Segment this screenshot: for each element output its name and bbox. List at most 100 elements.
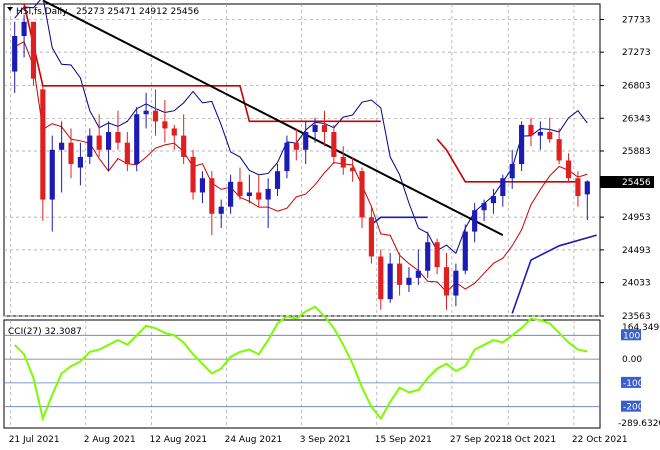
candle: [565, 153, 572, 182]
cci-series-line: [13, 305, 588, 422]
candle: [425, 231, 431, 278]
cci-level-lines: [4, 334, 600, 408]
resistance-step-line: [23, 3, 381, 123]
cci-level-tag: [621, 376, 641, 388]
price-tick-label: 24033: [622, 279, 651, 289]
price-tick-label: 25883: [622, 147, 651, 157]
candle: [265, 178, 271, 229]
candle: [171, 124, 177, 150]
candle: [500, 174, 506, 207]
dropdown-arrow-icon[interactable]: [7, 7, 13, 11]
candle: [528, 117, 534, 147]
date-label: 21 Jul 2021: [9, 435, 60, 445]
price-tick-label: 26343: [622, 114, 651, 124]
candle: [509, 149, 515, 189]
svg-text:25456: 25456: [622, 178, 651, 188]
candle: [434, 238, 440, 275]
date-label: 12 Aug 2021: [150, 435, 208, 445]
cci-zero-label: 0.00: [622, 355, 642, 365]
date-axis: 21 Jul 2021 2 Aug 2021 12 Aug 2021 24 Aug 2…: [9, 435, 628, 445]
cci-label: CCI(27) 32.3087: [8, 327, 82, 337]
candle: [246, 174, 252, 204]
cci-level-tag: [621, 400, 641, 412]
candle: [49, 135, 55, 232]
candle: [59, 121, 65, 193]
candle: [105, 121, 112, 172]
support-step-line: [511, 234, 597, 314]
cci-scale-bottom: -289.6320: [618, 419, 660, 429]
candle: [350, 156, 356, 182]
candle: [490, 188, 497, 214]
lower-band-line: [14, 40, 588, 293]
resistance-step-line: [436, 138, 578, 183]
candle: [218, 199, 224, 229]
candle: [190, 149, 196, 200]
candle: [284, 135, 290, 179]
candle: [228, 174, 234, 214]
price-tick-label: 24953: [622, 213, 651, 223]
candle: [40, 85, 46, 221]
cci-axis: 164.3496 -289.6320 0.00 100 -100 -200: [618, 323, 660, 429]
candle: [77, 142, 83, 186]
candle: [87, 128, 93, 165]
date-label: 15 Sep 2021: [375, 435, 432, 445]
candle: [359, 167, 365, 229]
current-price-badge: 25456: [600, 176, 654, 188]
candle: [321, 110, 328, 147]
candle: [152, 89, 159, 136]
candle: [124, 132, 130, 172]
date-label: 2 Aug 2021: [84, 435, 136, 445]
candle: [237, 167, 243, 200]
price-tick-label: 27733: [622, 15, 651, 25]
candle: [556, 128, 562, 165]
ohlc-values: 25273 25471 24912 25456: [76, 7, 199, 17]
candle: [96, 114, 102, 157]
candle: [472, 203, 478, 243]
candle: [115, 110, 121, 150]
downtrend-line[interactable]: [42, 0, 504, 237]
date-label: 24 Aug 2021: [225, 435, 283, 445]
price-tick-label: 23563: [622, 312, 651, 322]
cci-line: [13, 305, 588, 422]
candle: [537, 121, 543, 150]
candle: [30, 21, 37, 86]
cci-level-tag-label: -200: [623, 403, 644, 413]
candle: [443, 252, 450, 310]
price-axis: 27733 27273 26803 26343 25883 24953 24493 24033…: [600, 15, 651, 322]
candles: [12, 14, 590, 310]
candle: [181, 114, 187, 165]
candle: [406, 267, 412, 293]
candle: [584, 180, 590, 221]
date-label: 22 Oct 2021: [572, 435, 628, 445]
candle: [256, 174, 262, 207]
candle: [21, 14, 27, 58]
candle: [462, 224, 468, 275]
candle: [12, 21, 18, 93]
candle: [378, 249, 384, 310]
candle: [303, 121, 309, 165]
support-step-line: [370, 216, 428, 226]
cci-scale-top: 164.3496: [622, 323, 660, 333]
candle: [519, 121, 525, 172]
candle: [453, 263, 459, 307]
cci-level-tag-label: 100: [623, 331, 640, 341]
candle: [481, 199, 487, 221]
price-tick-label: 24493: [622, 246, 651, 256]
candle: [396, 252, 403, 296]
vertical-grid: [10, 4, 575, 428]
date-label: 8 Oct 2021: [506, 435, 556, 445]
cci-level-tag: [621, 329, 641, 341]
candle: [199, 171, 206, 204]
date-label: 3 Sep 2021: [300, 435, 351, 445]
candle: [162, 100, 168, 143]
price-tick-label: 27273: [622, 48, 651, 58]
candle: [293, 128, 299, 161]
cci-level-tag-label: -100: [623, 379, 644, 389]
date-label: 27 Sep 2021: [450, 435, 507, 445]
candle: [387, 252, 393, 303]
candle: [134, 107, 140, 172]
candle: [575, 171, 581, 207]
price-tick-label: 26803: [622, 82, 651, 92]
candle: [143, 92, 149, 129]
